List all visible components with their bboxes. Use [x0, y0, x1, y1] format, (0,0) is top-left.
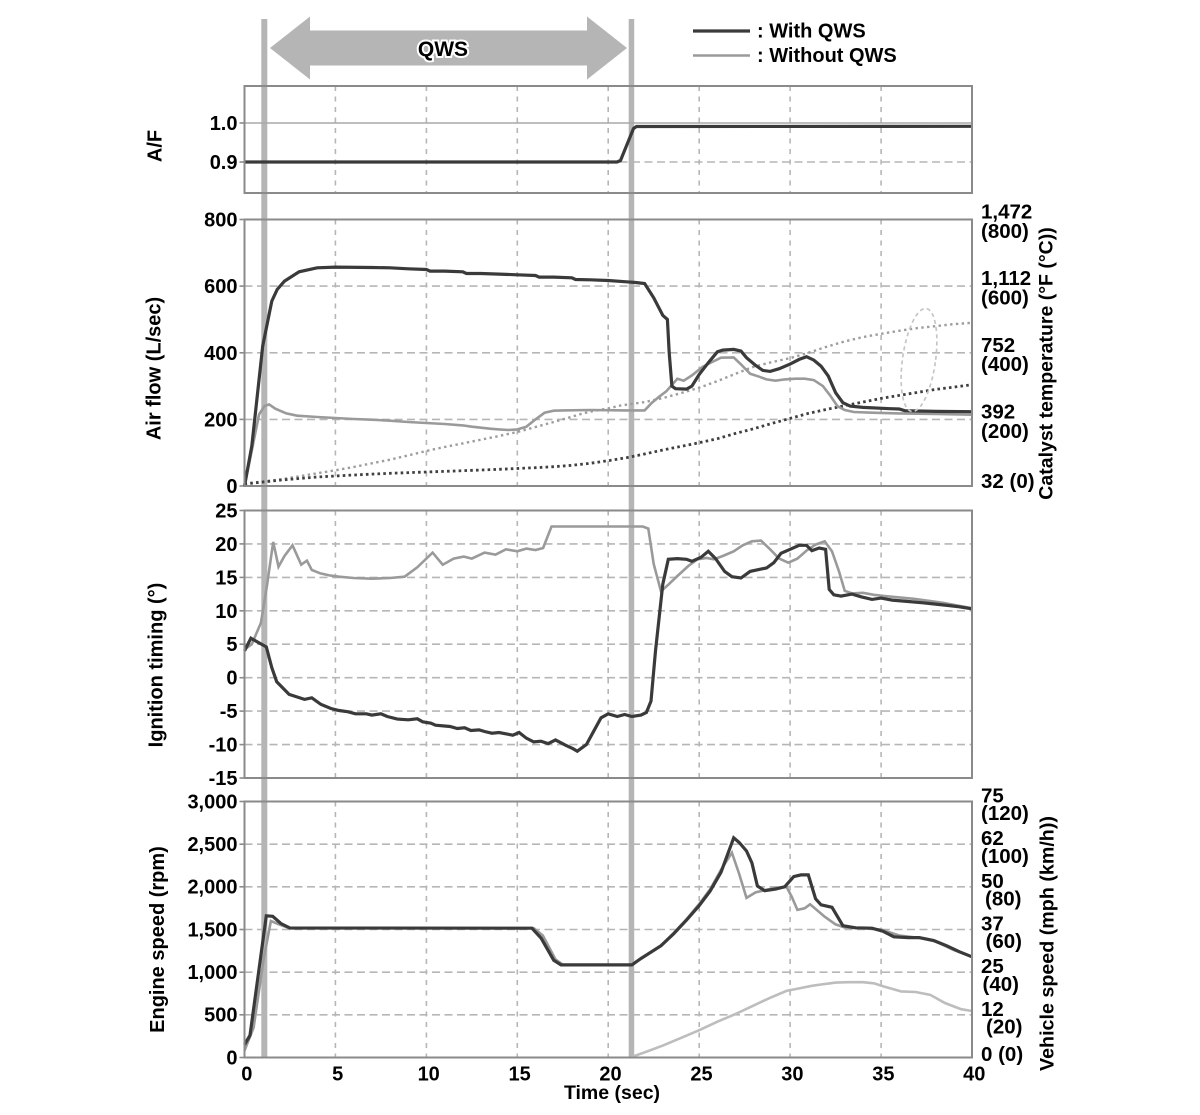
svg-text:(40): (40) — [983, 973, 1019, 996]
svg-text:Vehicle speed (mph (km/h)): Vehicle speed (mph (km/h)) — [1037, 816, 1059, 1071]
svg-text:12: 12 — [981, 998, 1004, 1021]
svg-text:A/F: A/F — [145, 130, 167, 162]
svg-text:Ignition timing (°): Ignition timing (°) — [146, 583, 168, 748]
svg-text:0: 0 — [226, 1047, 237, 1069]
svg-text:10: 10 — [418, 1064, 440, 1086]
svg-text:1,472: 1,472 — [981, 201, 1032, 224]
svg-text:37: 37 — [981, 913, 1004, 936]
svg-text:62: 62 — [981, 827, 1004, 850]
svg-text:0: 0 — [226, 668, 237, 690]
svg-text:0: 0 — [241, 1064, 252, 1086]
svg-text:75: 75 — [981, 785, 1004, 808]
svg-text:2,000: 2,000 — [187, 877, 237, 899]
svg-text:50: 50 — [981, 870, 1004, 893]
svg-text:2,500: 2,500 — [187, 834, 237, 856]
svg-text:600: 600 — [204, 276, 237, 298]
svg-text:15: 15 — [508, 1064, 530, 1086]
svg-text:800: 800 — [204, 210, 237, 232]
svg-text:(80): (80) — [985, 887, 1021, 910]
svg-text:(100): (100) — [981, 845, 1029, 868]
svg-text:(120): (120) — [981, 802, 1029, 825]
svg-text:0 (0): 0 (0) — [981, 1043, 1023, 1066]
svg-text:3,000: 3,000 — [187, 791, 237, 813]
svg-text:15: 15 — [215, 567, 237, 589]
svg-text:-10: -10 — [209, 735, 238, 757]
svg-text:0: 0 — [226, 476, 237, 498]
svg-text:5: 5 — [332, 1064, 343, 1086]
svg-text:-5: -5 — [220, 701, 238, 723]
svg-text:400: 400 — [204, 343, 237, 365]
svg-text:500: 500 — [204, 1005, 237, 1027]
svg-text:(400): (400) — [981, 353, 1029, 376]
svg-text:1,000: 1,000 — [187, 962, 237, 984]
svg-text:1.0: 1.0 — [210, 113, 238, 135]
svg-text:40: 40 — [963, 1064, 985, 1086]
svg-text:20: 20 — [215, 534, 237, 556]
svg-text:25: 25 — [690, 1064, 712, 1086]
svg-text:35: 35 — [872, 1064, 894, 1086]
svg-text:-15: -15 — [209, 768, 238, 790]
svg-text:Time (sec): Time (sec) — [564, 1082, 660, 1104]
svg-text:25: 25 — [215, 501, 237, 523]
svg-text:(800): (800) — [981, 220, 1029, 243]
svg-text:(20): (20) — [986, 1015, 1022, 1038]
svg-text:752: 752 — [981, 334, 1015, 357]
svg-text:: With QWS: : With QWS — [757, 21, 866, 43]
svg-text:1,112: 1,112 — [981, 267, 1031, 290]
svg-text:QWS: QWS — [418, 38, 468, 61]
svg-text:20: 20 — [599, 1064, 621, 1086]
svg-text:Catalyst temperature (°F (°C)): Catalyst temperature (°F (°C)) — [1036, 227, 1058, 499]
svg-text:25: 25 — [981, 955, 1004, 978]
svg-text:0.9: 0.9 — [210, 152, 238, 174]
svg-text:(200): (200) — [981, 420, 1029, 443]
svg-text:10: 10 — [215, 601, 237, 623]
svg-text:392: 392 — [981, 400, 1015, 423]
svg-text:32 (0): 32 (0) — [981, 470, 1035, 493]
svg-text:Air flow (L/sec): Air flow (L/sec) — [144, 297, 166, 440]
svg-text:: Without QWS: : Without QWS — [757, 45, 897, 67]
svg-text:30: 30 — [781, 1064, 803, 1086]
svg-text:1,500: 1,500 — [187, 919, 237, 941]
svg-text:5: 5 — [226, 634, 237, 656]
svg-text:(600): (600) — [981, 287, 1029, 310]
svg-text:(60): (60) — [986, 930, 1022, 953]
svg-text:200: 200 — [204, 409, 237, 431]
svg-text:Engine speed (rpm): Engine speed (rpm) — [147, 846, 169, 1033]
